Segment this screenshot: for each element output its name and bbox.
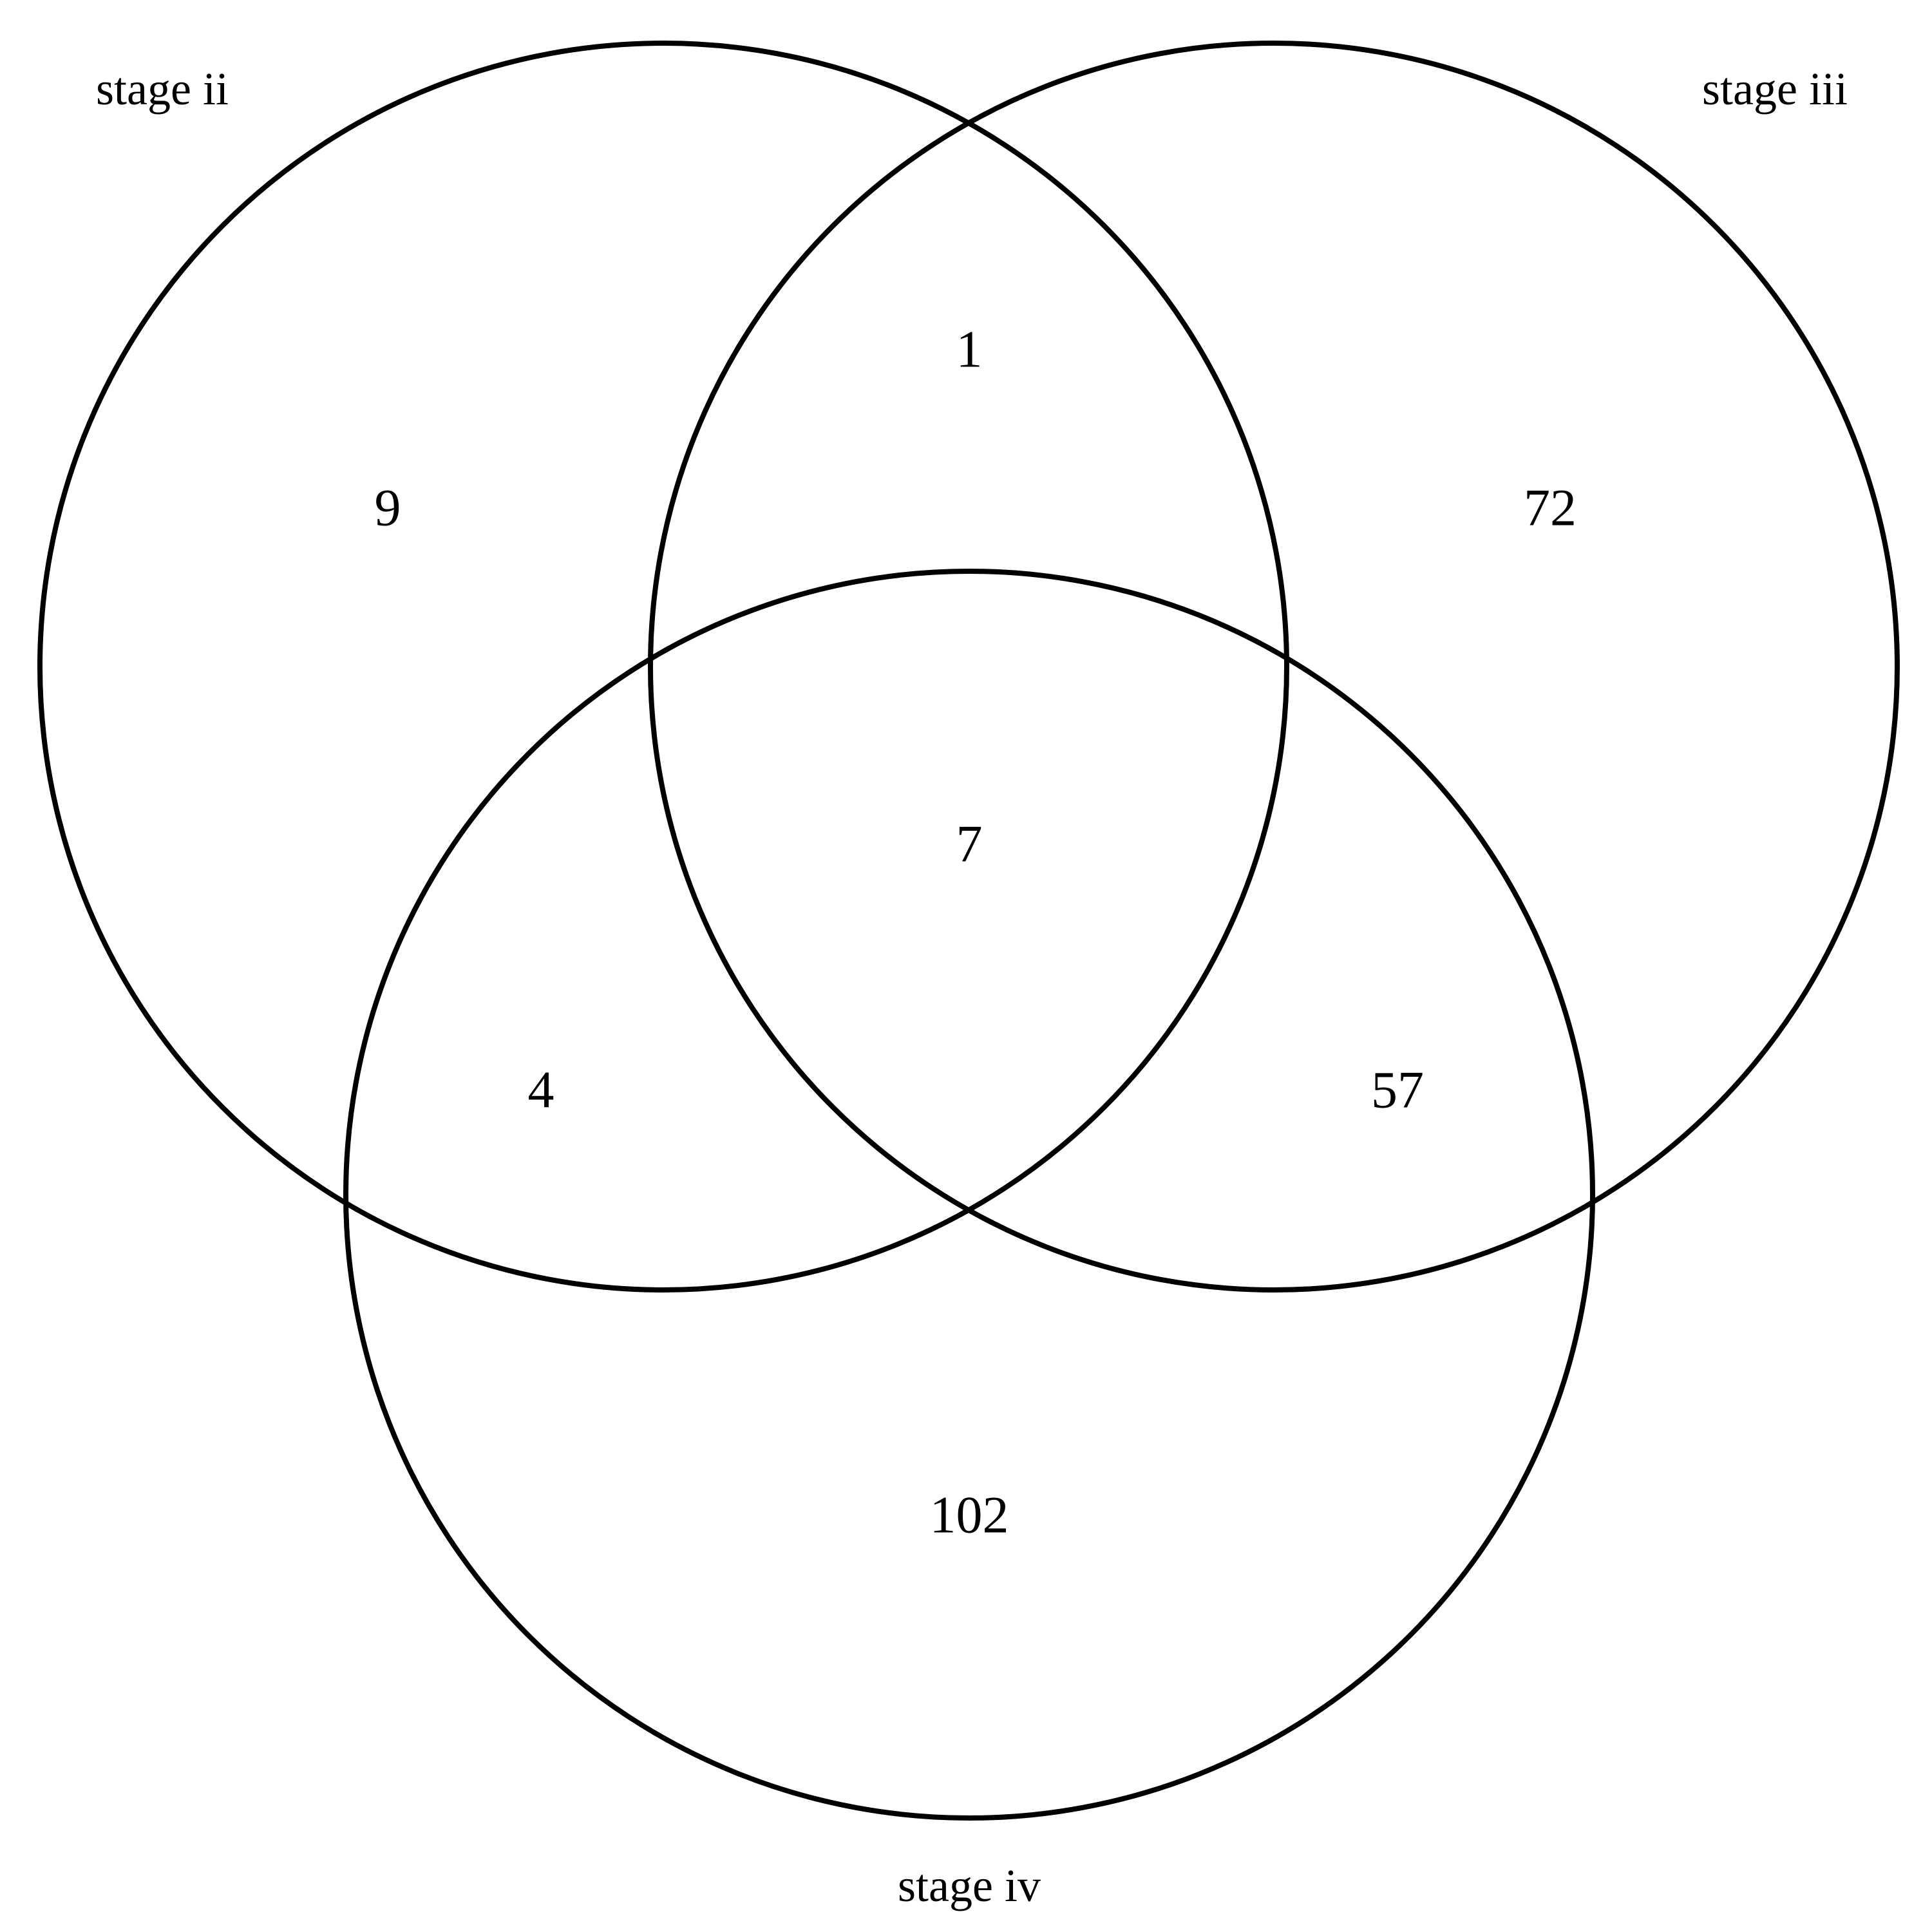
region-count-stage-iv-only: 102 — [930, 1486, 1009, 1544]
region-count-stage-iii-only: 72 — [1524, 478, 1577, 537]
set-label-stage-ii: stage ii — [96, 63, 229, 115]
set-label-stage-iii: stage iii — [1702, 63, 1848, 115]
region-count-stage-ii-only: 9 — [375, 478, 401, 537]
region-count-stage-ii-iv: 4 — [528, 1061, 554, 1119]
circle-stage-ii — [37, 41, 1289, 1293]
region-count-stage-iii-iv: 57 — [1371, 1061, 1424, 1119]
circle-stage-iii — [648, 41, 1900, 1293]
region-count-stage-ii-iii: 1 — [956, 320, 983, 379]
region-count-all-stages: 7 — [956, 815, 983, 873]
set-label-stage-iv: stage iv — [898, 1860, 1041, 1911]
circle-stage-iv — [343, 569, 1595, 1821]
